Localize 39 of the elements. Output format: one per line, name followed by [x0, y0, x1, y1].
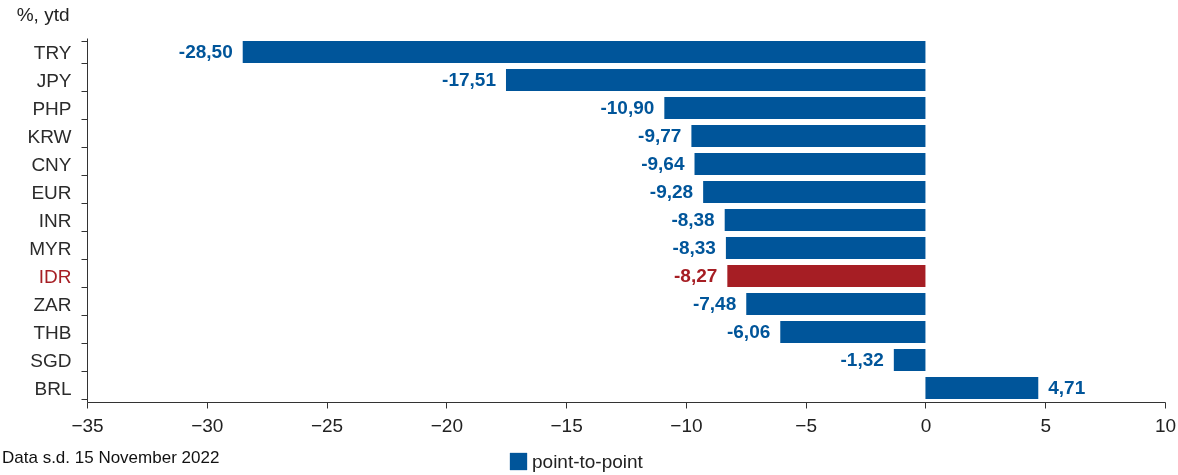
- y-tick-label: TRY: [33, 41, 72, 63]
- data-label: -8,27: [674, 265, 718, 286]
- data-label: -8,38: [671, 209, 715, 230]
- data-label: -9,28: [649, 181, 694, 202]
- y-tick-label: KRW: [27, 125, 72, 147]
- text: Data s.d. 15 November 2022: [2, 448, 220, 468]
- x-tick-label: −25: [310, 414, 344, 436]
- data-label: -6,06: [726, 321, 771, 342]
- data-label: -8,33: [672, 237, 716, 258]
- y-tick-label: PHP: [32, 97, 72, 119]
- x-tick-label: 5: [1040, 414, 1052, 436]
- y-axis-title: %, ytd: [16, 3, 70, 25]
- x-tick-label: 10: [1154, 414, 1177, 436]
- x-tick-label: −10: [670, 414, 703, 436]
- x-tick-label: 0: [920, 414, 932, 436]
- data-label: -17,51: [442, 69, 497, 90]
- y-tick-label: EUR: [31, 181, 72, 203]
- y-tick-label: JPY: [36, 69, 72, 91]
- x-tick-label: −15: [550, 414, 583, 436]
- y-tick-label: MYR: [29, 237, 72, 259]
- data-label: -1,32: [840, 349, 884, 370]
- x-tick-label: −5: [795, 414, 817, 436]
- y-tick-label: SGD: [30, 349, 72, 371]
- y-tick-label: THB: [33, 321, 72, 343]
- x-tick-label: −20: [430, 414, 463, 436]
- y-tick-label: INR: [38, 209, 72, 231]
- data-label: -9,77: [638, 125, 682, 146]
- x-tick-label: −35: [71, 414, 104, 436]
- y-tick-label: IDR: [38, 265, 72, 287]
- data-label: -9,64: [641, 153, 685, 174]
- y-tick-label: ZAR: [33, 293, 72, 315]
- y-tick-label: BRL: [34, 377, 72, 399]
- data-label: 4,71: [1048, 377, 1086, 398]
- legend-label: point-to-point: [532, 450, 644, 472]
- data-label: -7,48: [692, 293, 737, 314]
- x-tick-label: −30: [191, 414, 224, 436]
- data-label: -28,50: [178, 41, 233, 62]
- y-tick-label: CNY: [31, 153, 72, 175]
- data-label: -10,90: [600, 97, 655, 118]
